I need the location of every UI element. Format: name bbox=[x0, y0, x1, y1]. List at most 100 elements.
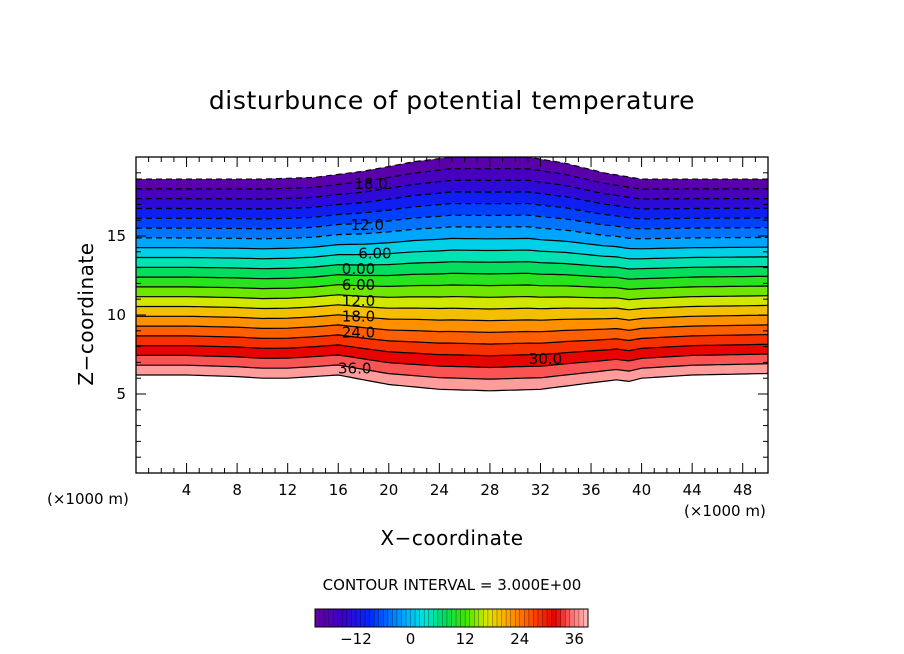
x-tick-label: 20 bbox=[379, 481, 398, 499]
colorbar-cell bbox=[547, 609, 552, 627]
colorbar-tick-label: 12 bbox=[456, 630, 475, 648]
x-tick-label: 28 bbox=[480, 481, 499, 499]
colorbar-cell bbox=[342, 609, 348, 627]
contour-line bbox=[136, 202, 768, 220]
colorbar-cell bbox=[569, 609, 575, 627]
x-tick-label: 24 bbox=[430, 481, 449, 499]
colorbar-cell bbox=[483, 609, 489, 627]
contour-line bbox=[136, 304, 768, 311]
contour-line bbox=[136, 334, 768, 345]
colorbar-cell bbox=[487, 609, 493, 627]
contour-line bbox=[136, 272, 768, 280]
y-tick-label: 10 bbox=[107, 306, 126, 324]
colorbar-cell bbox=[442, 609, 448, 627]
colorbar-cell bbox=[410, 609, 416, 627]
colorbar-cell bbox=[378, 609, 384, 627]
colorbar-cell bbox=[383, 609, 389, 627]
contour-line bbox=[136, 314, 768, 322]
contour-lines bbox=[136, 157, 768, 392]
colorbar-cell bbox=[437, 609, 443, 627]
contour-line bbox=[136, 284, 768, 291]
contour-line bbox=[136, 168, 768, 190]
colorbar-cell bbox=[565, 609, 571, 627]
x-tick-label: 4 bbox=[182, 481, 192, 499]
colorbar-cell bbox=[433, 609, 439, 627]
x-tick-label: 40 bbox=[632, 481, 651, 499]
x-tick-label: 32 bbox=[531, 481, 550, 499]
x-unit-label: (×1000 m) bbox=[684, 502, 766, 520]
colorbar-cell bbox=[392, 609, 398, 627]
colorbar-cell bbox=[524, 609, 530, 627]
colorbar-cell bbox=[497, 609, 502, 627]
contour-label: 18.0 bbox=[354, 175, 387, 193]
colorbar-cell bbox=[510, 609, 516, 627]
colorbar-cell bbox=[560, 609, 566, 627]
colorbar-cell bbox=[469, 609, 475, 627]
colorbar-cell bbox=[542, 609, 548, 627]
colorbar-cell bbox=[456, 609, 461, 627]
colorbar-tick-label: −12 bbox=[340, 630, 372, 648]
x-tick-label: 48 bbox=[733, 481, 752, 499]
colorbar-cell bbox=[328, 609, 334, 627]
colorbar-cell bbox=[474, 609, 480, 627]
colorbar-cell bbox=[533, 609, 539, 627]
colorbar-frame bbox=[314, 608, 589, 628]
x-tick-label: 36 bbox=[581, 481, 600, 499]
colorbar-cell bbox=[465, 609, 470, 627]
colorbar-cell bbox=[492, 609, 498, 627]
y-tick-label: 15 bbox=[107, 227, 126, 245]
colorbar-cell bbox=[324, 609, 329, 627]
colorbar-cell bbox=[574, 609, 580, 627]
colorbar-cell bbox=[360, 609, 366, 627]
x-axis-label: X−coordinate bbox=[380, 526, 524, 550]
y-tick-label: 5 bbox=[116, 385, 126, 403]
colorbar-cell bbox=[401, 609, 407, 627]
colorbar-cell bbox=[346, 609, 352, 627]
x-tick-label: 8 bbox=[232, 481, 242, 499]
contour-label: 18.0 bbox=[342, 308, 375, 326]
contour-line bbox=[136, 343, 768, 357]
colorbar-cell bbox=[528, 609, 534, 627]
contour-label: 12.0 bbox=[351, 216, 384, 234]
colorbar-cell bbox=[451, 609, 457, 627]
contour-line bbox=[136, 226, 768, 240]
colorbar-cell bbox=[446, 609, 452, 627]
colorbar-cell bbox=[355, 609, 361, 627]
colorbar-cell bbox=[556, 609, 561, 627]
colorbar-cell bbox=[578, 609, 584, 627]
contour-line bbox=[136, 353, 768, 369]
contour-label: 30.0 bbox=[529, 350, 562, 368]
colorbar-cell bbox=[583, 609, 589, 627]
contour-line bbox=[136, 294, 768, 301]
colorbar-cell bbox=[515, 609, 521, 627]
colorbar-cell bbox=[337, 609, 343, 627]
colorbar-cell bbox=[351, 609, 357, 627]
colorbar-tick-label: 24 bbox=[510, 630, 529, 648]
colorbar-cell bbox=[315, 609, 320, 627]
colorbar-cell bbox=[369, 609, 375, 627]
colorbar-tick-label: 36 bbox=[565, 630, 584, 648]
colorbar-cell bbox=[428, 609, 434, 627]
colorbar-cell bbox=[387, 609, 393, 627]
contour-line bbox=[136, 157, 768, 180]
contour-line bbox=[136, 324, 768, 334]
contour-line bbox=[136, 363, 768, 380]
colorbar-cell bbox=[396, 609, 402, 627]
colorbar-cell bbox=[365, 609, 370, 627]
contour-label: 0.00 bbox=[342, 260, 375, 278]
colorbar-cell bbox=[319, 609, 325, 627]
contour-label: 36.0 bbox=[338, 360, 371, 378]
colorbar-cell bbox=[406, 609, 411, 627]
contour-line bbox=[136, 179, 768, 200]
contour-label: 6.00 bbox=[342, 276, 375, 294]
z-unit-label: (×1000 m) bbox=[47, 490, 129, 508]
colorbar-cell bbox=[551, 609, 557, 627]
contour-line bbox=[136, 261, 768, 270]
contour-label: 24.0 bbox=[342, 323, 375, 341]
colorbar-cell bbox=[424, 609, 430, 627]
x-tick-label: 44 bbox=[683, 481, 702, 499]
contour-line bbox=[136, 249, 768, 260]
